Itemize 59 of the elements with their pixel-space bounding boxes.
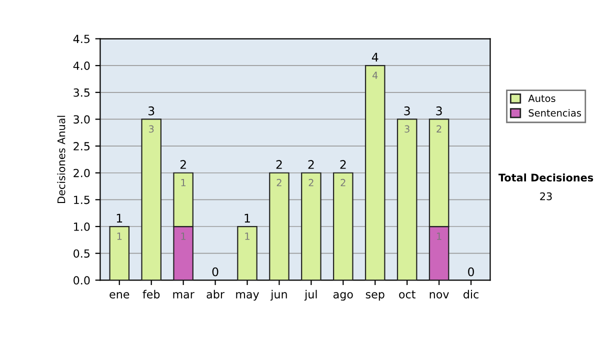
y-tick-label: 2.5 [74, 142, 90, 150]
x-tick-label: ago [333, 292, 353, 301]
x-tick-label: jun [270, 290, 287, 301]
total-label: 2 [180, 160, 186, 169]
y-axis-title: Decisiones Anual [57, 116, 66, 203]
x-tick-label: nov [430, 292, 449, 298]
y-tick-label: 4.5 [73, 34, 90, 44]
data-label: 2 [276, 178, 282, 186]
x-tick-label: dic [464, 290, 478, 298]
data-label: 1 [245, 232, 250, 240]
total-label: 3 [436, 106, 442, 116]
legend-label: Sentencias [528, 109, 582, 117]
total-label: 4 [372, 52, 378, 62]
data-label: 3 [148, 125, 154, 133]
y-tick-label: 0.0 [74, 276, 90, 285]
y-tick-label: 3.5 [74, 88, 90, 97]
data-label: 3 [404, 125, 410, 133]
bar [237, 226, 258, 280]
bar [364, 65, 386, 280]
y-tick-label: 4.0 [73, 62, 90, 70]
x-tick-label: mar [173, 292, 194, 298]
total-label: 2 [340, 160, 346, 169]
data-label: 2 [340, 178, 346, 186]
y-tick-label: 0.5 [74, 249, 90, 258]
bar [301, 172, 322, 280]
data-label: 1 [117, 232, 122, 240]
text: 23 [540, 192, 552, 200]
bar [333, 172, 354, 280]
total-label: 1 [244, 214, 250, 222]
y-tick-label: 2.0 [74, 168, 90, 178]
data-label: 1 [437, 232, 442, 240]
x-tick-label: ene [110, 292, 130, 298]
bar [141, 118, 162, 280]
legend-label: Autos [528, 94, 556, 102]
text: Total Decisiones [498, 173, 594, 182]
y-tick-label: 1.0 [74, 222, 90, 231]
total-label: 2 [276, 160, 282, 169]
bar [396, 118, 418, 280]
x-tick-label: abr [206, 290, 224, 298]
total-label: 3 [148, 106, 154, 116]
data-label: 4 [372, 72, 378, 79]
total-label: 0 [468, 267, 474, 276]
total-label: 2 [308, 160, 314, 169]
x-tick-label: feb [142, 290, 160, 298]
x-tick-label: may [236, 292, 260, 301]
bar [109, 226, 130, 280]
x-tick-label: jul [304, 290, 317, 301]
data-label: 2 [436, 125, 442, 132]
total-label: 1 [116, 214, 122, 222]
total-label: 3 [404, 106, 410, 116]
data-label: 1 [181, 232, 186, 240]
y-tick-label: 3.0 [74, 115, 90, 124]
x-tick-label: oct [399, 290, 416, 298]
y-tick-label: 1.5 [74, 196, 90, 204]
bar [269, 172, 290, 280]
total-label: 0 [212, 267, 218, 276]
data-label: 1 [181, 179, 186, 186]
x-tick-label: sep [366, 292, 384, 301]
data-label: 2 [308, 178, 314, 186]
